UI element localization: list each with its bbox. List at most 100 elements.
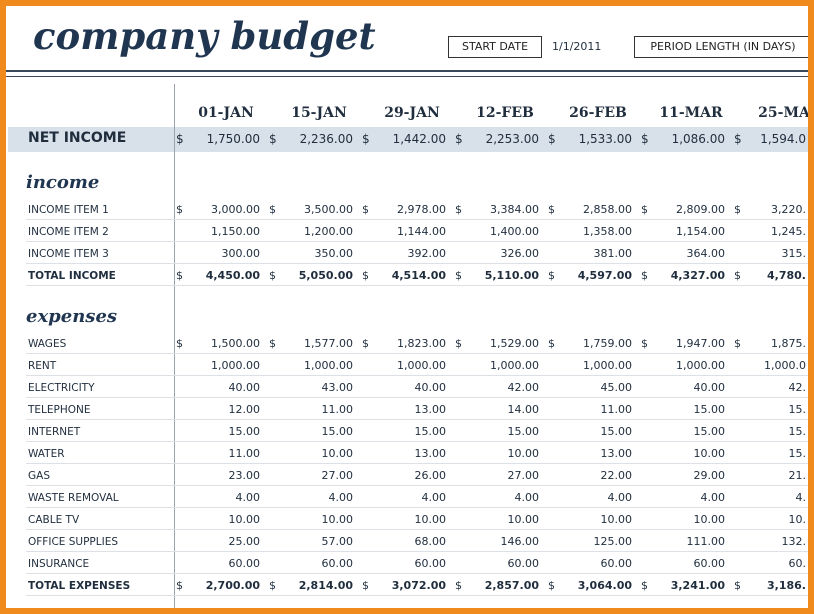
cell-value: 3,384.00 xyxy=(490,203,539,216)
row-label: INCOME ITEM 3 xyxy=(28,248,109,260)
cell-value: 364.00 xyxy=(686,247,726,260)
currency: $ xyxy=(548,203,555,216)
cell-value: 1,750.00 xyxy=(206,132,260,146)
column-date: 15-JAN xyxy=(291,105,347,121)
currency: $ xyxy=(269,132,277,146)
currency: $ xyxy=(176,579,183,592)
row-label: WAGES xyxy=(28,338,67,350)
cell-value: 4,450.00 xyxy=(205,269,260,282)
row-line xyxy=(26,463,808,464)
row-line xyxy=(26,219,808,220)
row-line xyxy=(26,375,808,376)
cell-value: 2,253.00 xyxy=(485,132,539,146)
cell-value: 2,814.00 xyxy=(298,579,353,592)
cell-value: 15.00 xyxy=(228,425,261,438)
rule xyxy=(6,70,808,72)
row-label: INCOME ITEM 2 xyxy=(28,226,109,238)
cell-value: 4.00 xyxy=(235,491,261,504)
row-line xyxy=(26,241,808,242)
cell-value: 25.00 xyxy=(228,535,261,548)
period-label[interactable]: PERIOD LENGTH (IN DAYS) xyxy=(634,36,808,58)
currency: $ xyxy=(269,269,276,282)
start-date-label[interactable]: START DATE xyxy=(448,36,542,58)
currency: $ xyxy=(641,579,648,592)
cell-value: 42. xyxy=(788,381,807,394)
cell-value: 40.00 xyxy=(693,381,726,394)
cell-value: 22.00 xyxy=(600,469,633,482)
cell-value: 60.00 xyxy=(228,557,261,570)
row-label: WASTE REMOVAL xyxy=(28,492,119,504)
cell-value: 392.00 xyxy=(407,247,447,260)
currency: $ xyxy=(641,132,649,146)
currency: $ xyxy=(176,337,183,350)
column-date: 01-JAN xyxy=(198,105,254,121)
currency: $ xyxy=(176,269,183,282)
currency: $ xyxy=(455,337,462,350)
cell-value: 2,700.00 xyxy=(205,579,260,592)
cell-value: 60.00 xyxy=(693,557,726,570)
cell-value: 11.00 xyxy=(228,447,261,460)
currency: $ xyxy=(269,337,276,350)
cell-value: 111.00 xyxy=(686,535,726,548)
cell-value: 13.00 xyxy=(414,447,447,460)
cell-value: 1,000.00 xyxy=(583,359,632,372)
cell-value: 1,875. xyxy=(771,337,806,350)
cell-value: 12.00 xyxy=(228,403,261,416)
cell-value: 15.00 xyxy=(693,403,726,416)
currency: $ xyxy=(734,203,741,216)
row-label: TOTAL EXPENSES xyxy=(28,580,131,592)
cell-value: 1,000.00 xyxy=(304,359,353,372)
currency: $ xyxy=(362,579,369,592)
cell-value: 125.00 xyxy=(593,535,633,548)
row-line xyxy=(26,551,808,552)
row-label: INCOME ITEM 1 xyxy=(28,204,109,216)
cell-value: 2,858.00 xyxy=(583,203,632,216)
currency: $ xyxy=(641,337,648,350)
cell-value: 57.00 xyxy=(321,535,354,548)
cell-value: 27.00 xyxy=(507,469,540,482)
title: company budget xyxy=(33,14,376,58)
cell-value: 3,064.00 xyxy=(577,579,632,592)
cell-value: 2,978.00 xyxy=(397,203,446,216)
cell-value: 26.00 xyxy=(414,469,447,482)
start-date[interactable]: 1/1/2011 xyxy=(552,40,602,53)
cell-value: 60.00 xyxy=(321,557,354,570)
currency: $ xyxy=(548,132,556,146)
row-label: RENT xyxy=(28,360,57,372)
cell-value: 5,050.00 xyxy=(298,269,353,282)
cell-value: 1,150.00 xyxy=(211,225,260,238)
cell-value: 15. xyxy=(788,447,807,460)
cell-value: 68.00 xyxy=(414,535,447,548)
cell-value: 1,144.00 xyxy=(397,225,446,238)
row-line xyxy=(26,529,808,530)
section-heading: expenses xyxy=(26,306,118,327)
cell-value: 13.00 xyxy=(600,447,633,460)
cell-value: 1,594.0 xyxy=(760,132,806,146)
currency: $ xyxy=(362,132,370,146)
column-date: 26-FEB xyxy=(569,105,627,121)
cell-value: 45.00 xyxy=(600,381,633,394)
cell-value: 42.00 xyxy=(507,381,540,394)
currency: $ xyxy=(734,269,741,282)
cell-value: 60.00 xyxy=(414,557,447,570)
cell-value: 1,000.00 xyxy=(676,359,725,372)
cell-value: 15.00 xyxy=(600,425,633,438)
cell-value: 15.00 xyxy=(693,425,726,438)
currency: $ xyxy=(455,269,462,282)
cell-value: 60. xyxy=(788,557,807,570)
cell-value: 1,442.00 xyxy=(392,132,446,146)
cell-value: 60.00 xyxy=(507,557,540,570)
rule xyxy=(6,76,808,77)
row-label: GAS xyxy=(28,470,50,482)
row-line xyxy=(26,595,808,596)
column-divider xyxy=(174,84,175,608)
cell-value: 13.00 xyxy=(414,403,447,416)
row-line xyxy=(26,353,808,354)
cell-value: 10.00 xyxy=(321,447,354,460)
cell-value: 43.00 xyxy=(321,381,354,394)
cell-value: 350.00 xyxy=(314,247,354,260)
row-label: CABLE TV xyxy=(28,514,80,526)
cell-value: 15.00 xyxy=(321,425,354,438)
cell-value: 1,200.00 xyxy=(304,225,353,238)
